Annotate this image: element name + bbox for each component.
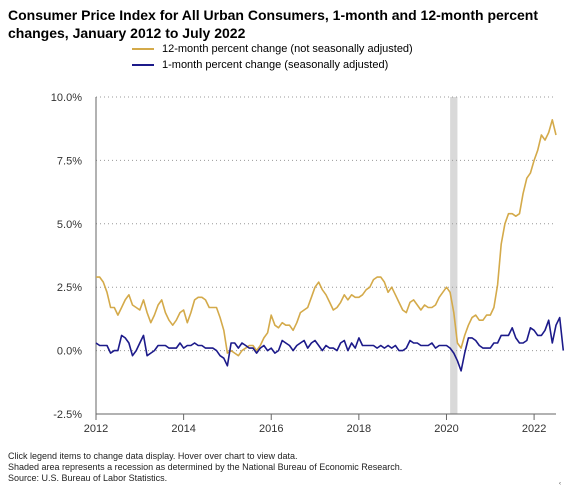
y-tick-label: -2.5% (53, 409, 82, 421)
recession-shading (450, 97, 458, 414)
legend-label-12-month: 12-month percent change (not seasonally … (162, 43, 413, 55)
chart-legend: 12-month percent change (not seasonally … (132, 41, 413, 73)
legend-swatch-12-month (132, 48, 154, 50)
chart-plot-area[interactable]: -2.5% 0.0% 2.5% 5.0% 7.5% 10.0% 2012 2014 2016 20… (0, 0, 567, 440)
legend-label-1-month: 1-month percent change (seasonally adjus… (162, 59, 389, 71)
y-tick-label: 0.0% (57, 346, 82, 358)
x-tick-label: 2014 (171, 423, 195, 435)
y-tick-label: 10.0% (51, 92, 82, 104)
chart-title: Consumer Price Index for All Urban Consu… (8, 7, 539, 41)
x-tick-label: 2018 (347, 423, 371, 435)
x-tick-label: 2016 (259, 423, 283, 435)
x-tick-label: 2022 (522, 423, 546, 435)
series-line-1-month (95, 316, 565, 372)
y-tick-label: 7.5% (57, 155, 82, 167)
y-tick-label: 5.0% (57, 219, 82, 231)
footer-source: Source: U.S. Bureau of Labor Statistics. (8, 473, 168, 483)
series-line-12-month (96, 119, 557, 357)
legend-item-12-month[interactable]: 12-month percent change (not seasonally … (132, 41, 413, 57)
footer-recession-note: Shaded area represents a recession as de… (8, 462, 403, 472)
footer-instructions: Click legend items to change data displa… (8, 451, 298, 461)
x-tick-label: 2020 (434, 423, 458, 435)
legend-item-1-month[interactable]: 1-month percent change (seasonally adjus… (132, 57, 413, 73)
y-tick-label: 2.5% (57, 282, 82, 294)
corner-mark: ‹ (559, 481, 561, 487)
chart-footer: Click legend items to change data displa… (8, 451, 402, 484)
x-tick-label: 2012 (84, 423, 108, 435)
legend-swatch-1-month (132, 64, 154, 66)
